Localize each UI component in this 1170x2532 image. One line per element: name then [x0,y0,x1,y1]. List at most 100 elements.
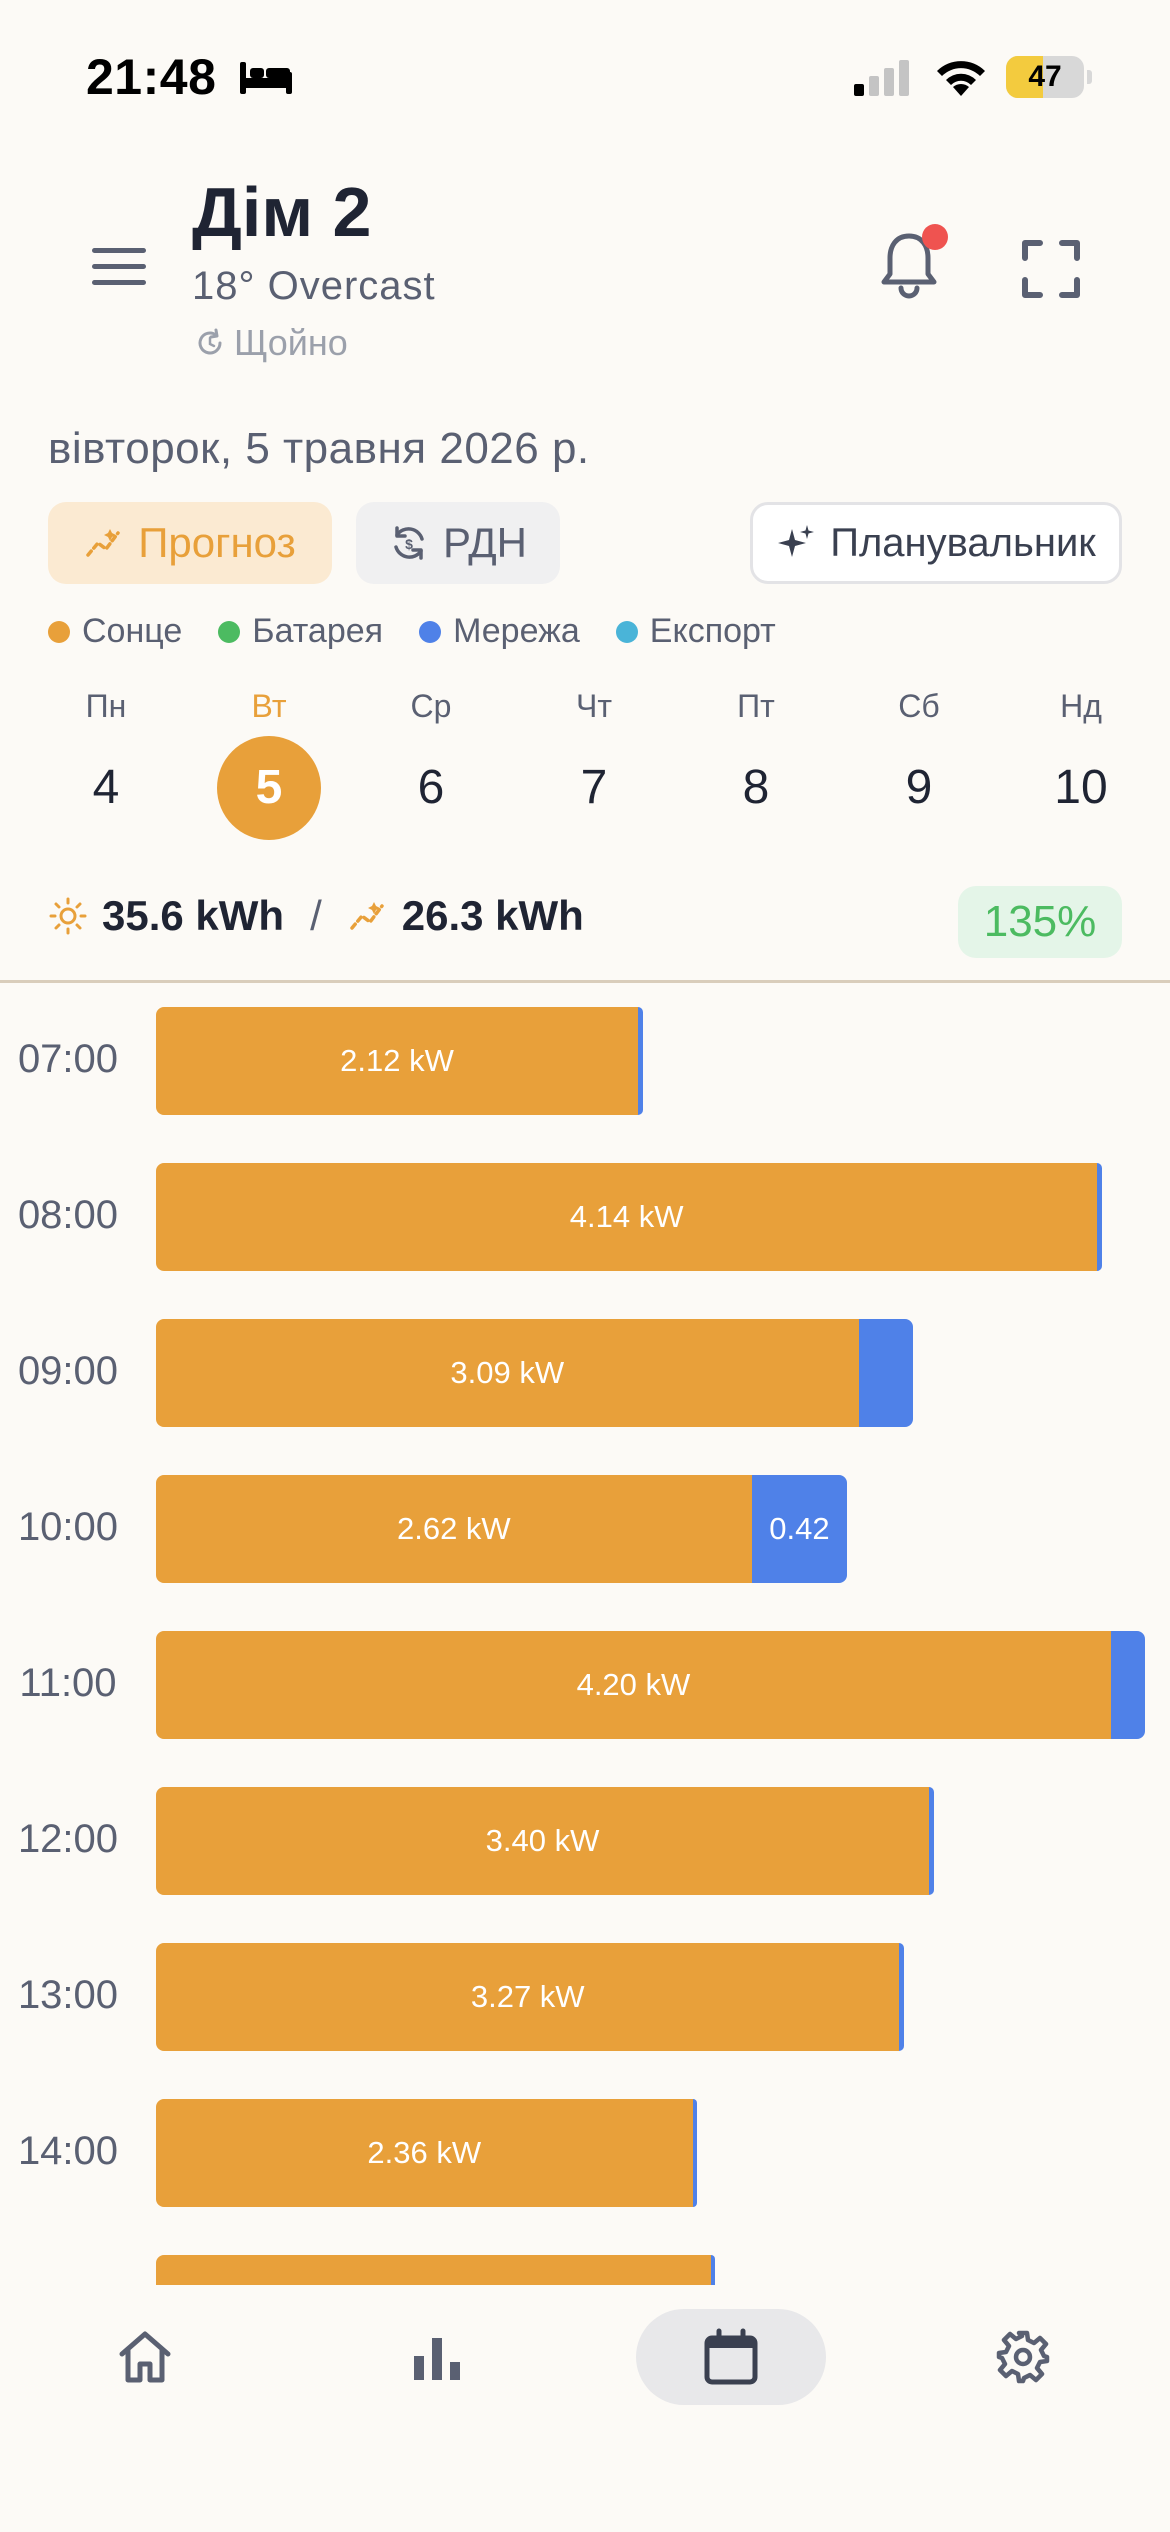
day-name: Чт [576,688,612,724]
day-number: 8 [742,761,770,814]
day-number: 6 [417,761,445,814]
notification-badge [922,224,948,250]
forecast-energy: 26.3 kWh [401,892,584,939]
legend-dot [218,620,241,643]
bed-icon [240,62,292,94]
bar-sun[interactable]: 4.14 kW [156,1163,1098,1271]
planner-button[interactable]: Планувальник [750,502,1122,584]
forecast-trend-icon [86,529,120,557]
hour-label: 13:00 [17,1973,119,2017]
weather-text: 18° Overcast [192,264,436,308]
hour-label: 12:00 [17,1817,119,1861]
sun-icon [49,897,87,935]
page-title[interactable]: Дім 2 [192,173,372,251]
legend-dot [419,620,442,643]
legend-dot [48,620,70,643]
hour-label: 07:00 [17,1037,119,1081]
day-monday[interactable]: Пн 4 [46,686,166,840]
forecast-accuracy-badge: 135% [958,886,1122,958]
energy-summary: 35.6 kWh / 26.3 kWh [48,892,584,940]
planner-button-label: Планувальник [830,520,1096,565]
bar-sun[interactable]: 3.40 kW [156,1787,929,1895]
nav-stats[interactable] [342,2309,532,2405]
legend-label: Мережа [453,612,580,650]
battery-level: 47 [1028,60,1062,93]
bar-grid[interactable] [858,1319,914,1427]
rdn-button[interactable]: $ РДН [356,502,560,584]
day-number: 10 [1054,761,1108,814]
hour-label: 11:00 [19,1661,117,1705]
day-saturday[interactable]: Сб 9 [859,686,979,840]
bar-grid[interactable] [929,1787,934,1895]
day-name: Пт [737,688,775,724]
day-name: Ср [410,688,452,724]
week-selector: Пн 4 Вт 5 Ср 6 Чт 7 Пт 8 Сб 9 Нд 10 [46,686,1126,856]
last-updated-label: Щойно [234,322,348,363]
legend-item-battery: Батарея [218,612,383,651]
nav-settings[interactable] [928,2309,1118,2405]
date-heading: вівторок, 5 травня 2026 р. [48,424,590,473]
svg-text:$: $ [405,536,413,552]
bar-sun[interactable]: 2.36 kW [156,2099,693,2207]
last-updated: Щойно [194,322,348,364]
divider [0,980,1170,983]
nav-home[interactable] [50,2309,240,2405]
day-number: 5 [217,736,321,840]
bar-sun[interactable]: 2.62 kW [156,1475,752,1583]
day-number: 4 [92,761,120,814]
forecast-button[interactable]: Прогноз [48,502,332,584]
bottom-navigation [0,2285,1170,2532]
day-name: Нд [1060,688,1102,724]
day-name: Сб [898,688,940,724]
exchange-icon: $ [394,526,424,560]
legend-item-grid: Мережа [419,612,580,651]
bar-sun[interactable] [156,2255,711,2285]
bar-sun[interactable]: 4.20 kW [156,1631,1111,1739]
chart-legend: Сонце Батарея Мережа Експорт [48,612,776,651]
legend-item-sun: Сонце [48,612,182,651]
battery-indicator: 47 [1006,56,1092,98]
forecast-trend-icon [350,902,384,930]
sparkle-icon [778,525,815,557]
legend-label: Експорт [649,612,776,650]
bar-sun[interactable]: 3.09 kW [156,1319,859,1427]
calendar-icon [704,2328,758,2385]
day-sunday[interactable]: Нд 10 [1021,686,1141,840]
forecast-button-label: Прогноз [138,519,296,566]
day-thursday[interactable]: Чт 7 [534,686,654,840]
legend-dot [615,620,638,643]
hourly-power-chart: 07:00 2.12 kW 08:00 4.14 kW 09:00 3.09 kW 10:0… [0,983,1170,2285]
day-name: Пн [85,688,127,724]
fullscreen-icon[interactable] [1022,240,1080,298]
legend-label: Батарея [252,612,384,650]
bell-icon[interactable] [876,230,942,302]
bar-grid[interactable] [692,2099,698,2207]
hour-label: 14:00 [17,2129,119,2173]
cellular-signal-icon [854,60,909,96]
bar-grid[interactable]: 0.42 [751,1475,848,1583]
gear-icon [996,2330,1050,2384]
day-friday[interactable]: Пт 8 [696,686,816,840]
hour-label: 09:00 [17,1349,119,1393]
bar-grid[interactable] [1110,1631,1145,1739]
bar-sun[interactable]: 3.27 kW [156,1943,900,2051]
nav-calendar[interactable] [636,2309,826,2405]
bar-grid[interactable] [899,1943,904,2051]
bar-sun[interactable]: 2.12 kW [156,1007,638,1115]
bar-grid[interactable] [637,1007,643,1115]
wifi-icon [937,61,985,96]
menu-icon[interactable] [90,244,148,290]
hour-label: 10:00 [17,1505,119,1549]
actual-energy: 35.6 kWh [102,892,285,939]
legend-label: Сонце [82,612,183,650]
day-number: 7 [580,761,608,814]
bar-grid[interactable] [710,2255,716,2285]
refresh-icon [198,328,222,355]
hour-label: 08:00 [17,1193,119,1237]
status-bar: 21:48 47 [0,0,1170,140]
bar-grid[interactable] [1097,1163,1102,1271]
day-tuesday[interactable]: Вт 5 [209,686,329,840]
status-time: 21:48 [86,49,217,105]
day-wednesday[interactable]: Ср 6 [371,686,491,840]
day-number: 9 [905,761,933,814]
